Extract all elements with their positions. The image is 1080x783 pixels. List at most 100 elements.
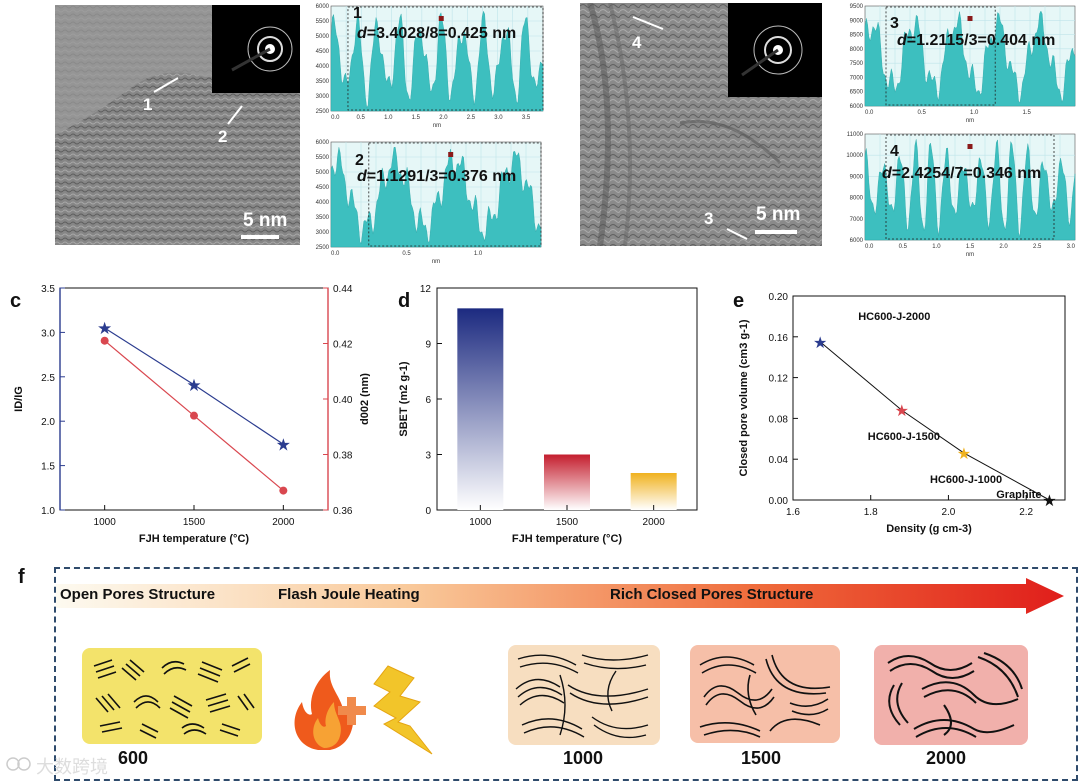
schematic-frame	[54, 567, 1078, 781]
profile-x-tick: 1.0	[932, 244, 941, 250]
structure-600-image	[82, 648, 262, 744]
scale-bar-label-a: 5 nm	[243, 210, 288, 231]
profile-trace	[330, 147, 542, 248]
equation-text-4: =2.4254/7=0.346 nm	[891, 165, 1042, 182]
chart-e: 0.00 0.04 0.08 0.12 0.16 0.20 1.6 1.8 2.0 2.2 Dens…	[738, 292, 1066, 535]
chart-c-left-tick-label: 2.5	[41, 373, 55, 384]
profile-y-tick: 9500	[850, 4, 864, 10]
chart-c-left-tick-label: 1.0	[41, 506, 55, 517]
profile-marker	[438, 16, 444, 21]
chart-e-y-tick-label: 0.16	[769, 333, 789, 344]
profile-x-tick: 3.0	[1067, 244, 1076, 250]
chart-e-point-star: ★	[957, 444, 971, 463]
chart-e-frame	[792, 295, 1066, 501]
profile-y-tick: 9000	[850, 18, 864, 24]
equation-text-3: =1.2115/3=0.404 nm	[906, 32, 1056, 49]
profile-x-tick: 1.5	[1023, 110, 1032, 116]
profile-x-tick: 0.0	[331, 251, 340, 257]
stage-label-1500: 1500	[741, 748, 782, 768]
d-symbol-4: d	[882, 165, 892, 182]
profile-y-tick: 4500	[316, 185, 330, 191]
chart-c-x-tick-label: 1500	[183, 517, 206, 528]
chart-c-right-tick-label: 0.44	[333, 284, 353, 295]
profile-y-tick: 11000	[847, 132, 864, 138]
d-symbol-3: d	[897, 32, 907, 49]
stage-label-600: 600	[118, 748, 149, 768]
profile-x-unit: nm	[433, 123, 441, 129]
profile-y-tick: 10000	[846, 153, 863, 159]
chart-e-x-tick-label: 2.0	[941, 507, 955, 518]
chart-e-trend-line	[819, 341, 1050, 501]
profile-x-tick: 0.5	[918, 110, 927, 116]
chart-e-point-label: HC600-J-1000	[930, 474, 1002, 486]
profile-num-4: 4	[890, 143, 899, 160]
chart-c-left-tick-label: 2.0	[41, 417, 55, 428]
chart-c-point-circle	[100, 336, 109, 345]
chart-d-y-tick-label: 12	[420, 284, 432, 295]
tem-image-a: 1 2 5 nm	[55, 5, 300, 245]
chart-d-x-tick-label: 1000	[469, 517, 492, 528]
profile-y-tick: 3000	[316, 94, 330, 100]
watermark-logo-icon	[6, 757, 31, 771]
profile-y-tick: 7000	[850, 75, 864, 81]
profile-x-tick: 0.0	[865, 110, 874, 116]
profile-y-tick: 6000	[850, 104, 864, 110]
profile-chart-2: 6000 5500 5000 4500 4000 3500 3000 2500 0.0 0.5 1.…	[305, 138, 545, 268]
chart-c-left-tick-label: 3.0	[41, 328, 55, 339]
chart-e-x-tick-label: 1.8	[864, 507, 878, 518]
measurement-arrows-a	[153, 77, 243, 125]
tem-label-3: 3	[704, 209, 714, 228]
chart-d-ylabel: SBET (m2 g-1)	[398, 361, 410, 437]
profile-trace	[864, 139, 1076, 241]
profile-x-tick: 0.0	[331, 115, 340, 121]
chart-c-point-star: ★	[186, 376, 201, 396]
profile-y-tick: 5000	[316, 170, 330, 176]
chart-d-xlabel: FJH temperature (°C)	[512, 533, 622, 545]
diffraction-inset-b	[728, 3, 822, 97]
chart-c-series-line-0	[104, 327, 284, 445]
profile-y-tick: 3500	[316, 79, 330, 85]
watermark-text: 大数跨境	[36, 757, 108, 778]
chart-e-y-tick-label: 0.00	[769, 496, 789, 507]
structure-2000-image	[874, 645, 1028, 745]
profile-y-tick: 4000	[316, 64, 330, 70]
profile-y-tick: 6000	[316, 4, 330, 10]
scale-bar-label-b: 5 nm	[756, 204, 801, 225]
profile-y-tick: 3000	[316, 230, 330, 236]
profile-y-tick: 8500	[850, 33, 864, 39]
chart-c-right-tick-label: 0.36	[333, 506, 353, 517]
profile-equation-1: d=3.4028/8=0.425 nm	[357, 25, 516, 43]
chart-d-x-tick-label: 1500	[556, 517, 579, 528]
profile-y-tick: 6000	[316, 140, 330, 146]
lightning-icon	[373, 665, 433, 755]
profile-selection-box	[368, 142, 542, 247]
plus-icon	[338, 697, 366, 725]
chart-e-y-tick-label: 0.20	[769, 292, 789, 303]
tem-label-1: 1	[143, 95, 153, 114]
profile-y-tick: 5500	[316, 19, 330, 25]
tem-label-2: 2	[218, 127, 228, 146]
profile-x-tick: 2.0	[999, 244, 1008, 250]
profile-y-tick: 7500	[850, 61, 864, 67]
chart-e-x-tick-label: 2.2	[1019, 507, 1033, 518]
chart-d: 0 3 6 9 12 1000 1500 2000 FJH temperature (°C) SB…	[398, 284, 698, 545]
profile-num-2: 2	[355, 152, 364, 169]
chart-c: 1.0 1.5 2.0 2.5 3.0 3.5 0.36 0.38 0.40 0.42 0.44 10…	[13, 284, 370, 545]
profile-x-tick: 0.5	[357, 115, 366, 121]
profile-x-tick: 3.0	[494, 115, 503, 121]
profile-marker	[448, 152, 454, 157]
structure-1000-image	[508, 645, 660, 745]
chart-c-ylabel-left: ID/IG	[13, 386, 25, 412]
chart-c-point-star: ★	[276, 435, 291, 455]
profile-label-1: 1	[353, 5, 362, 23]
chart-e-y-tick-label: 0.12	[769, 374, 789, 385]
profile-x-tick: 1.5	[412, 115, 421, 121]
stage-label-2000: 2000	[926, 748, 967, 768]
equation-text-1: =3.4028/8=0.425 nm	[366, 25, 517, 42]
chart-d-bar-1500	[544, 454, 590, 510]
fire-plus-lightning	[294, 665, 433, 755]
chart-c-left-tick-label: 1.5	[41, 462, 55, 473]
chart-e-y-tick-label: 0.04	[769, 455, 789, 466]
profile-trace	[864, 10, 1076, 107]
panel-f-letter: f	[18, 566, 25, 588]
